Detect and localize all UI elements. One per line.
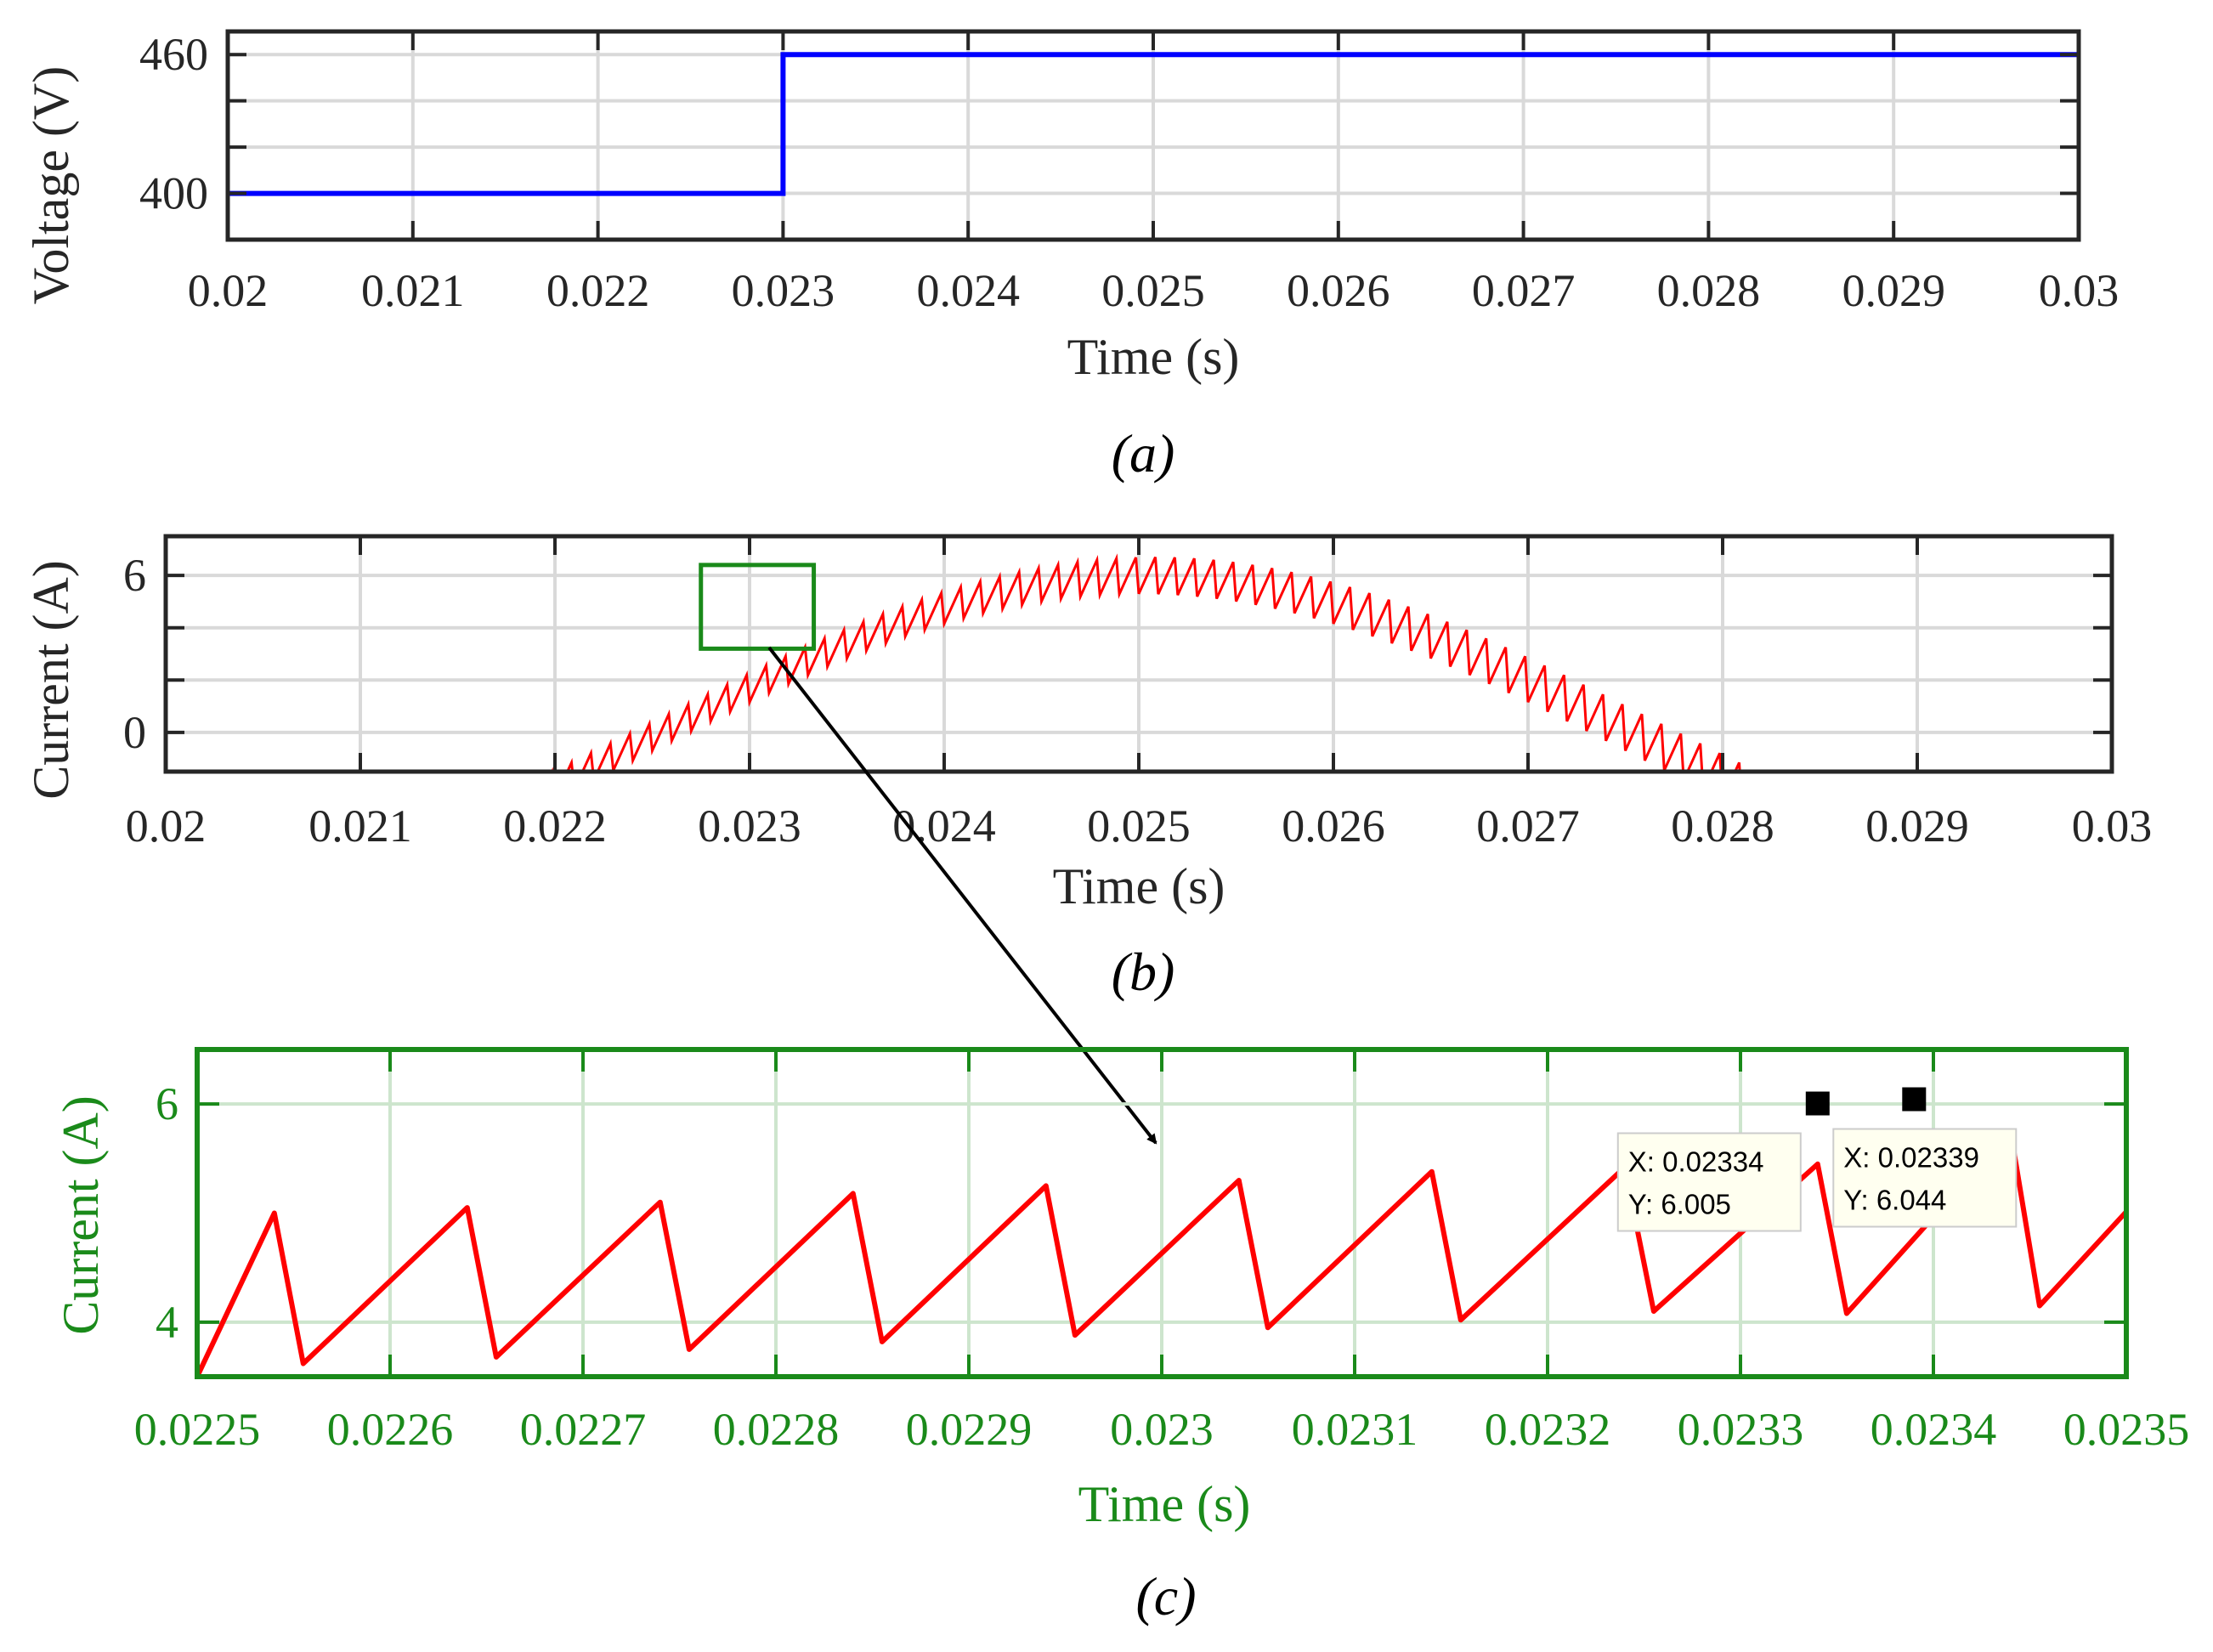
x-tick-label: 0.024 xyxy=(916,265,1020,316)
x-tick-label: 0.026 xyxy=(1282,801,1385,851)
x-tick-label: 0.0234 xyxy=(1871,1404,1997,1455)
x-tick-label: 0.0229 xyxy=(906,1404,1033,1455)
x-tick-label: 0.03 xyxy=(2039,265,2120,316)
y-tick-label: 6 xyxy=(156,1078,178,1129)
voltage-series-line xyxy=(228,52,2079,196)
current-chart: 0.02 0.021 0.022 0.023 0.024 0.025 0.026 0.027 0… xyxy=(23,534,2152,1002)
x-tick-label: 0.0231 xyxy=(1292,1404,1418,1455)
x-tick-label: 0.025 xyxy=(1087,801,1191,851)
datatip-box xyxy=(1832,1128,2018,1228)
x-tick-label: 0.023 xyxy=(732,265,835,316)
x-tick-label: 0.022 xyxy=(546,265,650,316)
x-tick-label: 0.028 xyxy=(1671,801,1774,851)
y-tick-label: 460 xyxy=(139,29,208,80)
caption-b: (b) xyxy=(1112,942,1175,1002)
x-tick-label: 0.023 xyxy=(1110,1404,1214,1455)
x-tick-label: 0.025 xyxy=(1101,265,1205,316)
current-ylabel: Current (A) xyxy=(23,560,79,800)
voltage-xlabel: Time (s) xyxy=(1067,329,1240,385)
x-tick-label: 0.02 xyxy=(188,265,269,316)
x-tick-label: 0.021 xyxy=(361,265,465,316)
datatip-y-label: Y: 6.044 xyxy=(1843,1185,1946,1216)
datatip-marker xyxy=(1805,1091,1830,1116)
zoom-arrow xyxy=(767,646,1157,1145)
x-tick-label: 0.027 xyxy=(1476,801,1580,851)
x-tick-label: 0.0233 xyxy=(1678,1404,1804,1455)
datatip-box xyxy=(1616,1132,1802,1232)
voltage-grid xyxy=(228,31,2079,240)
datatips: X: 0.02334 Y: 6.005 X: 0.02339 Y: 6.044 xyxy=(1616,1087,2018,1232)
caption-a: (a) xyxy=(1112,423,1175,484)
y-tick-label: 4 xyxy=(156,1297,178,1348)
y-tick-label: 0 xyxy=(123,707,146,758)
x-tick-label: 0.02 xyxy=(126,801,207,851)
voltage-chart: 0.02 0.021 0.022 0.023 0.024 0.025 0.026 0.027 0… xyxy=(23,29,2119,484)
zoom-grid xyxy=(197,1049,2126,1377)
current-series-line xyxy=(551,553,1758,772)
datatip-x-label: X: 0.02339 xyxy=(1843,1142,1979,1174)
x-tick-label: 0.0227 xyxy=(520,1404,647,1455)
voltage-ticks: 0.02 0.021 0.022 0.023 0.024 0.025 0.026 0.027 0… xyxy=(139,29,2119,316)
current-grid xyxy=(166,536,2112,772)
x-tick-label: 0.022 xyxy=(503,801,607,851)
current-xlabel: Time (s) xyxy=(1053,858,1225,914)
x-tick-label: 0.021 xyxy=(308,801,412,851)
x-tick-label: 0.026 xyxy=(1287,265,1390,316)
zoom-chart: 0.0225 0.0226 0.0227 0.0228 0.0229 0.023 0.023… xyxy=(53,1047,2190,1627)
datatip-marker xyxy=(1902,1087,1927,1112)
x-tick-label: 0.03 xyxy=(2072,801,2153,851)
zoom-ticks: 0.0225 0.0226 0.0227 0.0228 0.0229 0.023 0.023… xyxy=(134,1049,2190,1455)
x-tick-label: 0.023 xyxy=(698,801,801,851)
x-tick-label: 0.0228 xyxy=(713,1404,840,1455)
x-tick-label: 0.0225 xyxy=(134,1404,261,1455)
x-tick-label: 0.029 xyxy=(1865,801,1969,851)
datatip-y-label: Y: 6.005 xyxy=(1628,1189,1731,1220)
voltage-ylabel: Voltage (V) xyxy=(23,66,79,305)
datatip-x-label: X: 0.02334 xyxy=(1628,1146,1764,1178)
x-tick-label: 0.0232 xyxy=(1485,1404,1611,1455)
x-tick-label: 0.029 xyxy=(1842,265,1945,316)
x-tick-label: 0.028 xyxy=(1657,265,1761,316)
x-tick-label: 0.027 xyxy=(1472,265,1576,316)
caption-c: (c) xyxy=(1135,1566,1196,1627)
x-tick-label: 0.0235 xyxy=(2063,1404,2190,1455)
zoom-box xyxy=(699,563,817,651)
zoom-ylabel: Current (A) xyxy=(53,1095,109,1335)
x-tick-label: 0.0226 xyxy=(327,1404,454,1455)
zoom-series-line xyxy=(197,1129,2126,1377)
y-tick-label: 400 xyxy=(139,168,208,219)
current-ticks: 0.02 0.021 0.022 0.023 0.024 0.025 0.026 0.027 0… xyxy=(123,536,2152,851)
y-tick-label: 6 xyxy=(123,550,146,601)
zoom-xlabel: Time (s) xyxy=(1078,1476,1251,1532)
